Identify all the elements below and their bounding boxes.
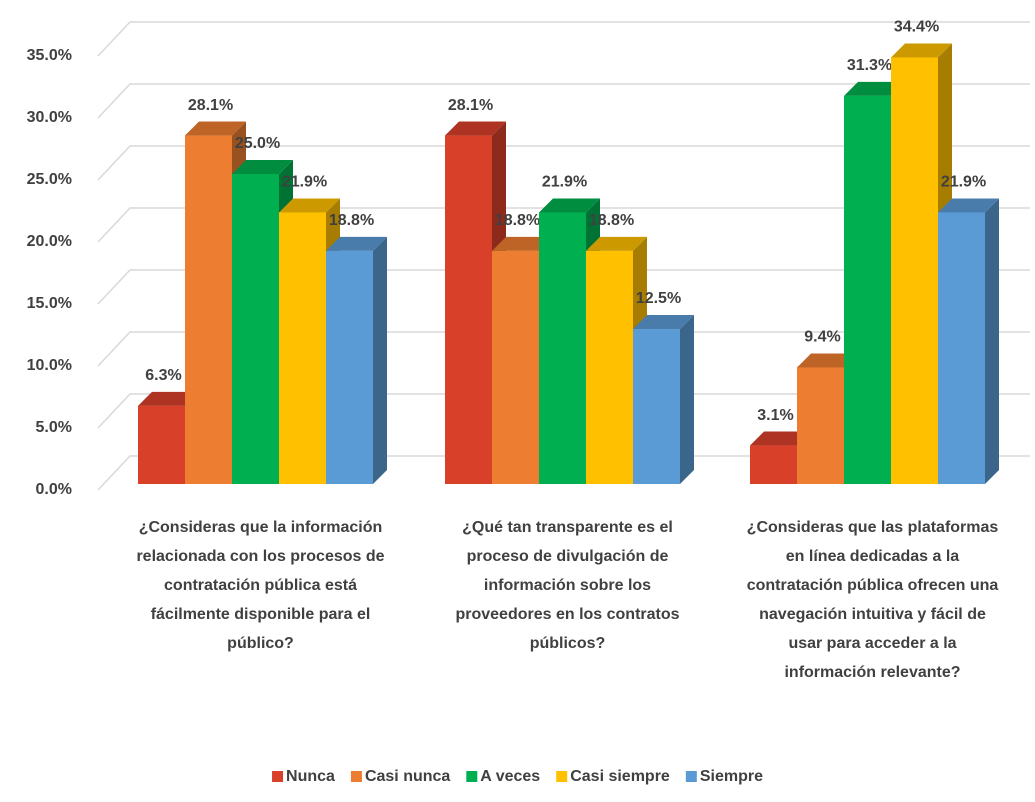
bar [797, 367, 844, 484]
y-tick-label: 0.0% [36, 481, 72, 498]
bar-top [539, 198, 600, 213]
x-tick-line: información relevante? [784, 664, 960, 681]
bar-side [680, 315, 694, 484]
y-tick-label: 15.0% [27, 295, 72, 312]
y-tick-label: 20.0% [27, 233, 72, 250]
data-label: 18.8% [329, 212, 374, 229]
bar [586, 250, 633, 484]
bar [232, 174, 279, 484]
data-label: 21.9% [542, 174, 587, 191]
x-tick-line: público? [227, 635, 294, 652]
bar [891, 57, 938, 484]
legend-swatch [272, 771, 284, 782]
x-tick-line: usar para acceder a la [788, 635, 956, 652]
x-tick-label: ¿Consideras que la información relacionad… [136, 519, 384, 652]
y-tick-label: 10.0% [27, 357, 72, 374]
bar [185, 135, 232, 484]
bar [138, 405, 185, 484]
bar-top [797, 353, 858, 368]
data-label: 31.3% [847, 57, 892, 74]
bar-top [492, 236, 553, 251]
bar [539, 212, 586, 484]
bar-top [326, 236, 387, 251]
data-label: 9.4% [804, 329, 840, 346]
bar-top [750, 431, 811, 446]
x-tick-label: ¿Consideras que las plataformas en línea … [747, 519, 999, 681]
x-tick-line: ¿Qué tan transparente es el [462, 519, 673, 536]
data-label: 28.1% [448, 97, 493, 114]
legend-swatch [556, 771, 568, 782]
legend-label: A veces [480, 768, 540, 785]
x-tick-line: relacionada con los procesos de [136, 548, 384, 565]
bar-side [985, 198, 999, 484]
x-tick-line: navegación intuitiva y fácil de [759, 606, 986, 623]
grid-line [97, 393, 1030, 429]
legend-swatch [350, 771, 362, 782]
data-label: 34.4% [894, 19, 939, 36]
data-label: 18.8% [495, 212, 540, 229]
x-tick-line: información sobre los [484, 577, 651, 594]
legend-label: Casi nunca [365, 768, 450, 785]
bar [326, 250, 373, 484]
data-label: 21.9% [282, 174, 327, 191]
grid-line [97, 207, 1030, 243]
bar-top [891, 43, 952, 58]
y-tick-label: 30.0% [27, 109, 72, 126]
grid-line [97, 331, 1030, 367]
bar-top [185, 121, 246, 136]
legend-label: Nunca [286, 768, 335, 785]
bar-side [373, 236, 387, 484]
y-tick-label: 25.0% [27, 171, 72, 188]
data-label: 6.3% [145, 367, 181, 384]
data-label: 28.1% [188, 97, 233, 114]
bar-top [445, 121, 506, 136]
bar-top [138, 391, 199, 406]
data-label: 12.5% [636, 290, 681, 307]
bar-top [232, 160, 293, 174]
bar [844, 95, 891, 484]
bar [633, 329, 680, 484]
bar [492, 250, 539, 484]
legend-swatch [466, 771, 478, 782]
data-label: 18.8% [589, 212, 634, 229]
bar-top [633, 315, 694, 329]
y-tick-label: 5.0% [36, 419, 72, 436]
bar [938, 212, 985, 484]
grid-line [97, 145, 1030, 181]
x-tick-line: contratación pública está [164, 577, 357, 594]
legend-label: Siempre [700, 768, 763, 785]
grid-line [97, 455, 1030, 491]
grid-line [97, 21, 1030, 57]
bar-top [586, 236, 647, 251]
bar [750, 445, 797, 484]
data-label: 3.1% [757, 407, 793, 424]
x-tick-line: contratación pública ofrecen una [747, 577, 999, 594]
data-label: 25.0% [235, 135, 280, 152]
x-tick-line: en línea dedicadas a la [786, 548, 960, 565]
x-tick-label: ¿Qué tan transparente es el proceso de di… [455, 519, 679, 652]
data-label: 21.9% [941, 174, 986, 191]
grid-line [97, 83, 1030, 119]
x-tick-line: fácilmente disponible para el [151, 606, 371, 623]
x-tick-line: proceso de divulgación de [467, 548, 669, 565]
x-tick-line: públicos? [530, 635, 606, 652]
bar-top [938, 198, 999, 213]
x-tick-line: ¿Consideras que las plataformas [747, 519, 999, 536]
x-tick-line: ¿Consideras que la información [139, 519, 383, 536]
bar [279, 212, 326, 484]
bar-top [844, 81, 905, 96]
legend-label: Casi siempre [570, 768, 670, 785]
bar-top [279, 198, 340, 213]
grid-line [97, 269, 1030, 305]
y-tick-label: 35.0% [27, 47, 72, 64]
bar [445, 135, 492, 484]
x-tick-line: proveedores en los contratos [455, 606, 679, 623]
legend: Nunca Casi nunca A veces Casi siempre Siempr… [272, 768, 763, 785]
legend-swatch [685, 771, 697, 782]
